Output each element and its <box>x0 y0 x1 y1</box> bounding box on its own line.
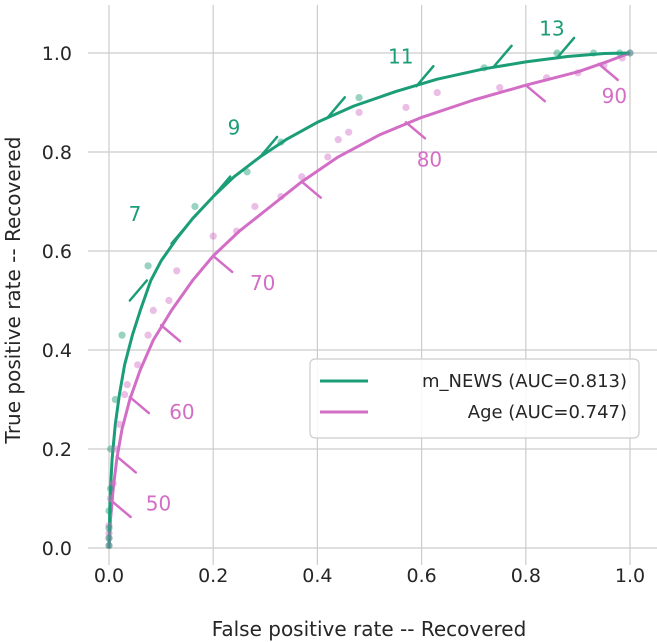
age-point <box>105 541 113 550</box>
news-threshold-tick <box>258 135 279 159</box>
age-point <box>115 420 124 428</box>
y-tick-label: 0.2 <box>42 439 72 461</box>
age-threshold-tick <box>115 455 138 474</box>
x-tick-label: 0.2 <box>198 565 228 587</box>
age-threshold-tick <box>300 180 323 199</box>
news-threshold-tick <box>170 222 190 245</box>
news-point <box>480 64 488 72</box>
news-threshold-label: 11 <box>388 44 413 68</box>
news-threshold-tick <box>415 64 435 88</box>
news-point <box>626 49 634 57</box>
news-threshold-tick <box>211 175 232 198</box>
news-threshold-tick <box>128 279 149 302</box>
age-point <box>149 306 157 314</box>
x-tick-label: 0.4 <box>302 565 332 587</box>
age-point <box>402 103 410 112</box>
legend-label-news: m_NEWS (AUC=0.813) <box>422 371 627 392</box>
news-point <box>106 445 115 453</box>
news-point <box>144 262 152 270</box>
age-point <box>543 74 551 82</box>
age-point <box>496 84 504 92</box>
age-threshold-tick <box>110 499 132 519</box>
age-point <box>251 202 259 211</box>
y-axis-label: True positive rate -- Recovered <box>1 137 25 445</box>
x-tick-label: 0.0 <box>94 565 124 587</box>
x-axis-label: False positive rate -- Recovered <box>212 617 527 641</box>
age-point <box>334 136 342 144</box>
age-point <box>173 267 181 275</box>
age-point <box>433 89 441 97</box>
y-tick-label: 0.8 <box>42 142 72 164</box>
age-point <box>105 534 113 542</box>
age-threshold-tick <box>597 62 619 82</box>
y-tick-label: 0.0 <box>42 538 72 560</box>
y-tick-label: 0.4 <box>42 340 72 362</box>
legend-label-age: Age (AUC=0.747) <box>468 402 627 423</box>
age-threshold-label: 80 <box>417 147 442 171</box>
x-tick-label: 1.0 <box>615 565 645 587</box>
news-point <box>355 93 363 102</box>
age-roc-line <box>107 51 631 549</box>
news-threshold-tick <box>326 96 347 119</box>
age-threshold-tick <box>159 324 182 343</box>
news-point <box>118 331 126 339</box>
age-point <box>277 192 285 201</box>
age-threshold-tick <box>404 121 427 140</box>
age-threshold-tick <box>211 254 234 274</box>
news-point <box>191 202 199 211</box>
legend-box <box>309 358 640 439</box>
age-point <box>109 480 117 488</box>
news-point <box>277 138 285 146</box>
news-point <box>615 49 624 57</box>
news-point <box>105 541 113 550</box>
age-point <box>105 529 113 537</box>
news-point <box>105 534 113 542</box>
news-point <box>105 507 113 515</box>
age-point <box>233 227 241 235</box>
news-point <box>243 168 251 176</box>
age-point <box>123 381 131 389</box>
news-threshold-tick <box>555 36 576 60</box>
news-threshold-tick <box>493 44 513 68</box>
age-point <box>144 331 152 339</box>
y-tick-label: 0.6 <box>42 241 72 263</box>
news-point <box>589 49 598 57</box>
age-point <box>134 361 142 369</box>
age-threshold-label: 50 <box>146 491 171 515</box>
age-point <box>324 153 332 161</box>
news-roc-line <box>107 51 631 549</box>
age-point <box>209 232 217 240</box>
y-tick-label: 1.0 <box>42 43 72 65</box>
news-threshold-label: 13 <box>539 16 564 40</box>
age-threshold-label: 70 <box>250 271 275 295</box>
news-threshold-label: 9 <box>228 115 241 139</box>
x-tick-label: 0.8 <box>511 565 541 587</box>
age-point <box>355 108 363 116</box>
age-point <box>626 49 634 57</box>
news-threshold-label: 7 <box>129 202 142 226</box>
news-point <box>105 524 113 532</box>
age-point <box>165 296 173 305</box>
age-point <box>105 522 113 530</box>
age-point <box>345 128 353 136</box>
age-threshold-label: 60 <box>169 400 194 424</box>
age-point <box>618 54 626 62</box>
news-point <box>111 395 119 404</box>
age-threshold-tick <box>128 395 151 415</box>
news-point <box>106 485 115 493</box>
age-point <box>574 69 582 77</box>
age-point <box>111 445 119 453</box>
age-threshold-label: 90 <box>602 84 627 108</box>
age-threshold-tick <box>524 83 547 103</box>
age-point <box>298 173 306 181</box>
age-point <box>121 390 129 399</box>
x-tick-label: 0.6 <box>406 565 436 587</box>
